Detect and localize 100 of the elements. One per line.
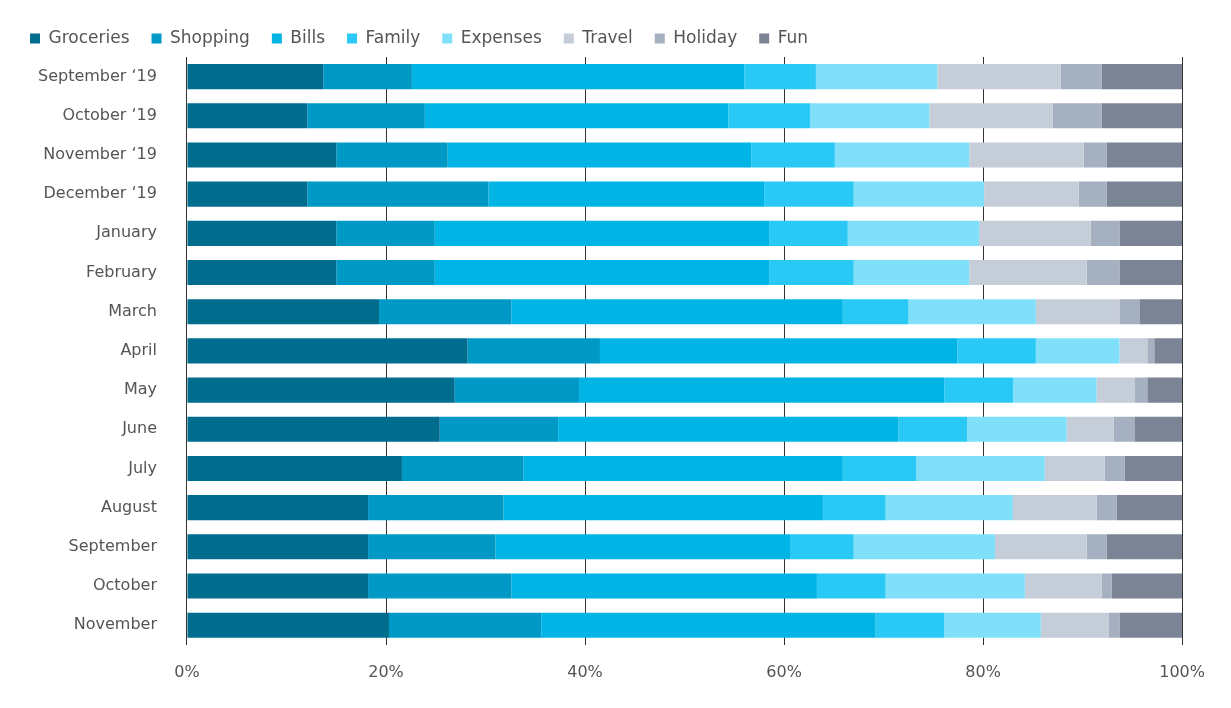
bar — [853, 259, 970, 286]
bar — [558, 416, 899, 442]
bar — [187, 259, 337, 286]
bar — [307, 103, 425, 129]
x-tick-label: 100% — [1159, 661, 1205, 681]
y-tick-label: July — [127, 457, 157, 477]
bar — [187, 338, 468, 364]
bar — [503, 495, 823, 521]
y-tick-label: November ‘19 — [43, 144, 157, 164]
bar — [488, 181, 765, 207]
bar — [1083, 142, 1107, 168]
bar — [908, 299, 1036, 325]
legend-label: Shopping — [170, 26, 250, 47]
y-tick-label: June — [121, 418, 157, 438]
bar — [187, 495, 369, 521]
bar — [599, 338, 958, 364]
bar — [187, 534, 369, 560]
bar — [187, 142, 337, 168]
bar — [1012, 377, 1097, 403]
bar — [1044, 455, 1105, 481]
bar — [187, 299, 380, 325]
bar — [187, 64, 324, 90]
bar — [1106, 534, 1183, 560]
bar — [1139, 299, 1183, 325]
bar — [1119, 338, 1148, 364]
bar — [816, 573, 886, 599]
y-tick-label: September — [68, 535, 158, 555]
bar — [187, 455, 402, 481]
bar — [336, 142, 448, 168]
y-tick-label: October ‘19 — [62, 104, 157, 124]
bar — [853, 534, 996, 560]
bar — [1119, 259, 1183, 286]
bar — [769, 259, 854, 286]
bar — [1134, 377, 1148, 403]
bar — [967, 416, 1067, 442]
bar — [1035, 299, 1120, 325]
bar — [1134, 416, 1183, 442]
y-tick-label: November — [73, 614, 158, 634]
bar — [969, 142, 1084, 168]
y-tick-label: February — [86, 261, 157, 281]
bar — [187, 181, 308, 207]
bar — [454, 377, 580, 403]
bar — [495, 534, 791, 560]
bar — [916, 455, 1045, 481]
y-tick-label: August — [100, 496, 157, 516]
bar — [1119, 299, 1140, 325]
bar — [885, 495, 1013, 521]
bar — [929, 103, 1053, 129]
bar — [1040, 612, 1109, 638]
bar — [368, 534, 496, 560]
y-tick-label: March — [108, 300, 157, 320]
bar — [1096, 377, 1135, 403]
bar — [434, 259, 770, 286]
bar — [815, 64, 938, 90]
legend-label: Groceries — [48, 26, 130, 47]
bar — [336, 259, 435, 286]
legend-label: Family — [365, 26, 421, 47]
bar — [1147, 377, 1183, 403]
bar — [523, 455, 843, 481]
bar — [187, 612, 389, 638]
legend-label: Travel — [581, 26, 633, 47]
y-tick-label: October — [92, 575, 158, 595]
y-tick-label: May — [123, 379, 157, 399]
y-tick-label: January — [95, 222, 157, 242]
bar — [1113, 416, 1135, 442]
bar — [424, 103, 729, 129]
bar — [809, 103, 930, 129]
bar — [847, 220, 980, 246]
bar — [937, 64, 1061, 90]
bar — [187, 220, 337, 246]
bar — [1052, 103, 1102, 129]
y-tick-label: December ‘19 — [43, 183, 157, 203]
bar — [1078, 181, 1107, 207]
bar — [744, 64, 816, 90]
bar — [1124, 455, 1183, 481]
y-tick-label: September ‘19 — [38, 65, 157, 85]
bar — [853, 181, 985, 207]
bar — [1111, 573, 1183, 599]
bar — [1096, 495, 1117, 521]
bar — [944, 377, 1013, 403]
bar — [834, 142, 970, 168]
bar — [1012, 495, 1097, 521]
bar — [944, 612, 1041, 638]
bar — [1101, 64, 1183, 90]
bar — [541, 612, 876, 638]
bar — [187, 377, 455, 403]
bar — [995, 534, 1087, 560]
bar — [511, 573, 817, 599]
bar — [1104, 455, 1125, 481]
bar — [764, 181, 854, 207]
bar — [842, 455, 917, 481]
bar — [368, 495, 504, 521]
bar — [751, 142, 835, 168]
bar — [187, 103, 308, 129]
bar — [790, 534, 854, 560]
bar — [388, 612, 542, 638]
bar — [1035, 338, 1120, 364]
bar — [1116, 495, 1183, 521]
bar — [822, 495, 886, 521]
bar — [1147, 338, 1155, 364]
